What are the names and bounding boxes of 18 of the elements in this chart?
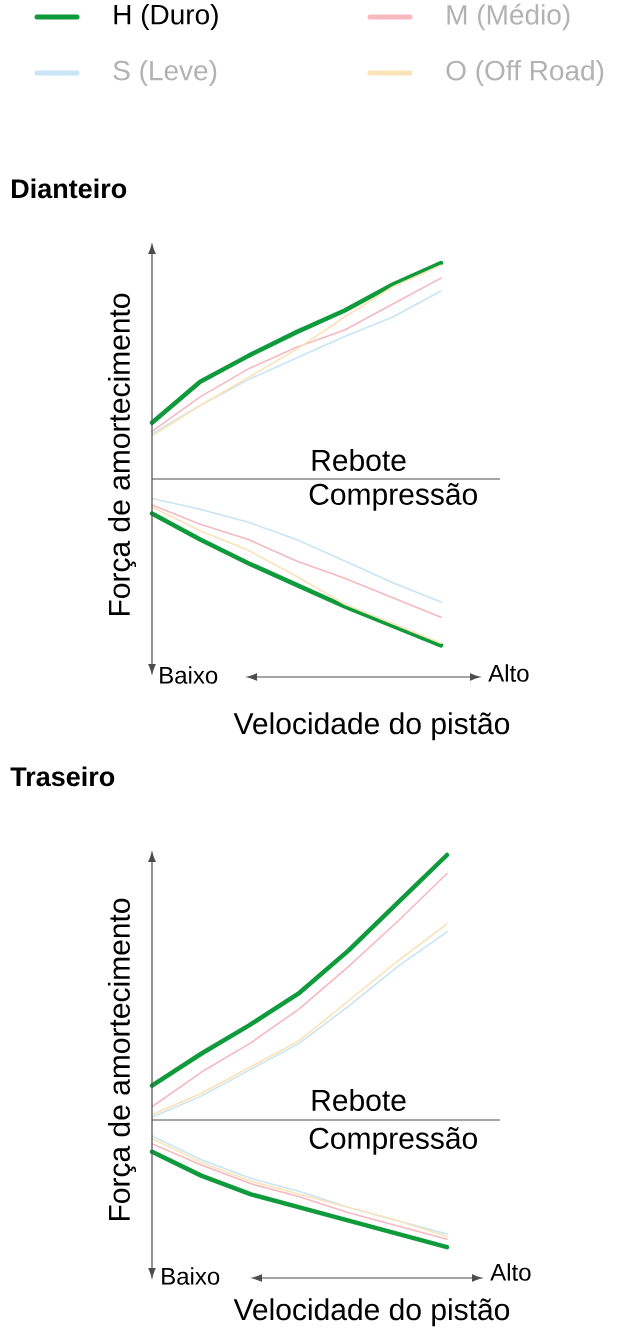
legend-label: O (Off Road) bbox=[446, 59, 604, 87]
text: Baixo bbox=[160, 666, 218, 684]
text: Alto bbox=[490, 1263, 531, 1281]
annotation: Compressão bbox=[309, 483, 477, 511]
x-axis-title: Velocidade do pistão bbox=[233, 1298, 510, 1327]
legend-label: H (Duro) bbox=[114, 3, 218, 31]
x-axis-title: Velocidade do pistão bbox=[233, 712, 510, 741]
annotation: Rebote bbox=[312, 1088, 406, 1112]
annotation: Rebote bbox=[312, 448, 406, 472]
text: Alto bbox=[488, 664, 529, 682]
chart-title: Traseiro bbox=[10, 766, 115, 787]
y-axis-title: Força de amortecimento bbox=[107, 293, 137, 616]
text: Baixo bbox=[162, 1267, 220, 1285]
annotation: Compressão bbox=[309, 1127, 477, 1155]
legend-label: M (Médio) bbox=[447, 3, 570, 31]
chart-title: Dianteiro bbox=[12, 178, 127, 199]
legend-label: S (Leve) bbox=[113, 59, 217, 87]
y-axis-title: Força de amortecimento bbox=[107, 898, 137, 1221]
